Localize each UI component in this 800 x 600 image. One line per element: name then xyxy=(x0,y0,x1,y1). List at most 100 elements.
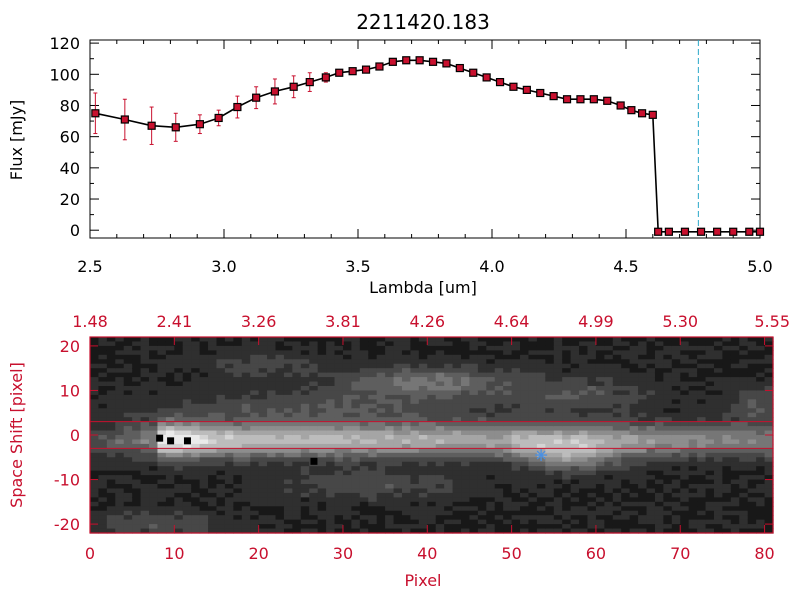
heatmap-cell xyxy=(334,350,344,356)
heatmap-cell xyxy=(646,443,656,449)
heatmap-cell xyxy=(629,421,639,427)
heatmap-cell xyxy=(697,412,707,418)
heatmap-cell xyxy=(486,341,496,347)
heatmap-cell xyxy=(359,510,369,516)
heatmap-cell xyxy=(157,399,167,405)
heatmap-cell xyxy=(671,484,681,490)
heatmap-cell xyxy=(697,492,707,498)
heatmap-cell xyxy=(587,408,597,414)
heatmap-cell xyxy=(300,506,310,512)
heatmap-cell xyxy=(342,448,352,454)
heatmap-cell xyxy=(241,359,251,365)
heatmap-cell xyxy=(604,443,614,449)
heatmap-cell xyxy=(401,350,412,356)
heatmap-cell xyxy=(553,359,563,365)
heatmap-cell xyxy=(713,470,724,476)
heatmap-cell xyxy=(132,497,142,503)
heatmap-cell xyxy=(317,470,327,476)
heatmap-cell xyxy=(165,426,175,432)
heatmap-cell xyxy=(739,524,749,530)
heatmap-cell xyxy=(410,394,420,400)
heatmap-cell xyxy=(452,386,462,392)
heatmap-cell xyxy=(368,421,378,427)
heatmap-cell xyxy=(368,466,378,472)
heatmap-cell xyxy=(224,528,234,534)
heatmap-cell xyxy=(90,479,100,485)
heatmap-cell xyxy=(452,368,462,374)
heatmap-cell xyxy=(410,484,420,490)
heatmap-cell xyxy=(503,381,513,387)
heatmap-cell xyxy=(612,497,622,503)
heatmap-cell xyxy=(275,461,285,467)
heatmap-cell xyxy=(410,399,420,405)
heatmap-cell xyxy=(654,524,664,530)
heatmap-cell xyxy=(224,430,234,436)
heatmap-cell xyxy=(351,448,361,454)
heatmap-cell xyxy=(132,492,142,498)
heatmap-cell xyxy=(410,448,420,454)
heatmap-cell xyxy=(570,461,580,467)
heatmap-cell xyxy=(629,435,639,441)
heatmap-cell xyxy=(427,359,437,365)
heatmap-cell xyxy=(115,417,125,423)
heatmap-cell xyxy=(106,519,116,525)
heatmap-cell xyxy=(90,403,100,409)
heatmap-cell xyxy=(90,350,100,356)
heatmap-cell xyxy=(486,337,496,343)
heatmap-cell xyxy=(258,457,268,463)
heatmap-cell xyxy=(267,470,277,476)
heatmap-cell xyxy=(461,337,471,343)
heatmap-cell xyxy=(258,510,268,516)
heatmap-cell xyxy=(587,341,597,347)
heatmap-cell xyxy=(208,435,218,441)
heatmap-cell xyxy=(342,443,352,449)
heatmap-cell xyxy=(309,354,319,360)
heatmap-cell xyxy=(427,488,437,494)
heatmap-cell xyxy=(90,345,100,351)
heatmap-cell xyxy=(520,430,530,436)
heatmap-cell xyxy=(587,394,597,400)
heatmap-cell xyxy=(385,337,395,343)
heatmap-cell xyxy=(174,345,184,351)
heatmap-top-tick-label: 1.48 xyxy=(72,312,108,331)
heatmap-cell xyxy=(98,386,108,392)
heatmap-cell xyxy=(376,439,386,445)
heatmap-cell xyxy=(477,412,487,418)
heatmap-cell xyxy=(705,363,715,369)
heatmap-cell xyxy=(545,492,555,498)
heatmap-cell xyxy=(98,519,108,525)
heatmap-cell xyxy=(570,421,580,427)
heatmap-cell xyxy=(191,354,201,360)
heatmap-cell xyxy=(216,386,226,392)
heatmap-cell xyxy=(418,443,428,449)
heatmap-cell xyxy=(511,368,521,374)
flux-point xyxy=(648,110,657,119)
heatmap-cell xyxy=(115,363,125,369)
heatmap-cell xyxy=(427,466,437,472)
heatmap-cell xyxy=(410,381,420,387)
heatmap-cell xyxy=(106,430,116,436)
heatmap-cell xyxy=(132,475,142,481)
heatmap-cell xyxy=(241,399,251,405)
heatmap-cell xyxy=(612,377,622,383)
heatmap-cell xyxy=(680,363,690,369)
heatmap-cell xyxy=(671,408,681,414)
heatmap-cell xyxy=(157,452,167,458)
heatmap-cell xyxy=(191,497,201,503)
heatmap-cell xyxy=(764,399,774,405)
heatmap-cell xyxy=(359,439,369,445)
heatmap-cell xyxy=(292,435,302,441)
heatmap-cell xyxy=(688,443,698,449)
heatmap-cell xyxy=(199,448,209,454)
heatmap-cell xyxy=(418,439,428,445)
heatmap-cell xyxy=(115,479,125,485)
heatmap-cell xyxy=(132,435,142,441)
heatmap-cell xyxy=(174,475,184,481)
heatmap-cell xyxy=(385,461,395,467)
heatmap-cell xyxy=(705,417,715,423)
heatmap-cell xyxy=(368,484,378,490)
heatmap-cell xyxy=(469,448,479,454)
heatmap-cell xyxy=(115,377,125,383)
heatmap-cell xyxy=(132,399,142,405)
heatmap-cell xyxy=(646,345,656,351)
